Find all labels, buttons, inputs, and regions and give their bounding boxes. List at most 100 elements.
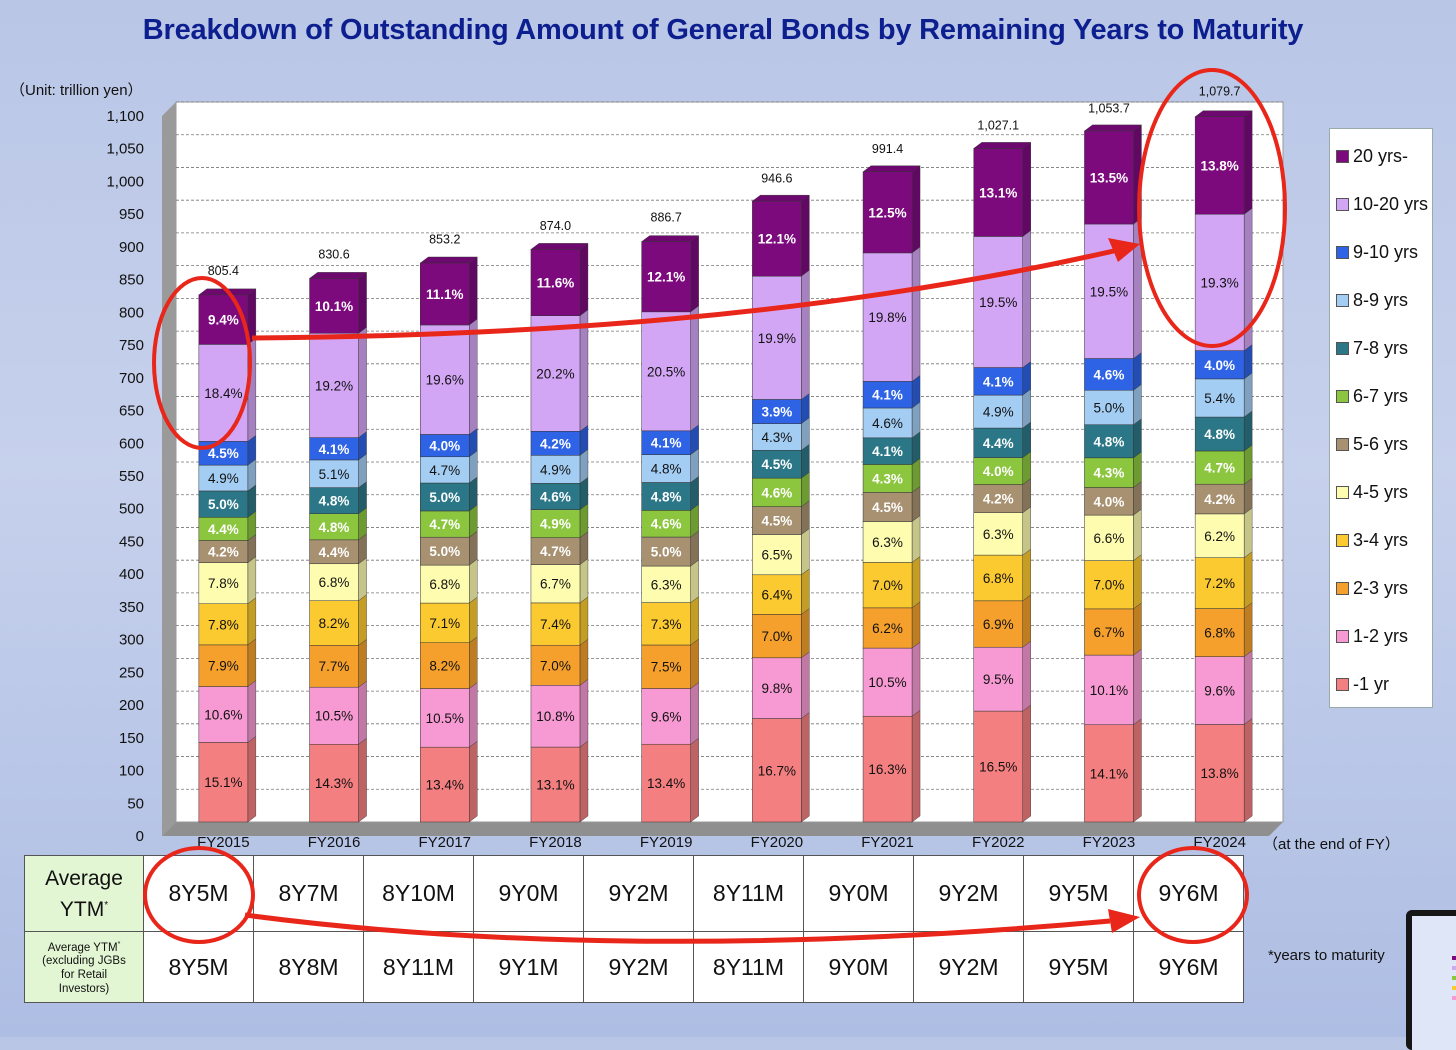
- bar-segment-side: [358, 638, 367, 688]
- data-label: 4.3%: [1094, 466, 1125, 481]
- data-label: 19.9%: [758, 331, 796, 346]
- bar-segment: [530, 509, 581, 538]
- bar-segment: [1194, 724, 1245, 823]
- arrowhead: [1108, 238, 1140, 262]
- data-label: 11.6%: [537, 276, 575, 291]
- arrowhead: [1108, 909, 1140, 933]
- data-label: 10.1%: [315, 299, 353, 314]
- bar-segment-side: [579, 740, 589, 823]
- bar-segment: [973, 600, 1023, 648]
- y-tick-label: 800: [119, 304, 144, 321]
- data-label: 9.6%: [651, 709, 682, 724]
- bar-segment-side: [911, 641, 921, 717]
- bar-segment: [1084, 390, 1134, 425]
- data-label: 8.2%: [319, 616, 350, 631]
- data-label: 5.0%: [429, 490, 460, 505]
- bar-segment-side: [358, 737, 367, 823]
- bar-segment-side: [690, 682, 699, 745]
- bar-segment: [530, 249, 581, 316]
- bar-segment-side: [911, 246, 921, 382]
- bar-top-face: [419, 256, 478, 264]
- bar-segment: [198, 294, 249, 345]
- bar-segment-side: [690, 638, 699, 689]
- legend-swatch: [1336, 485, 1349, 499]
- bar-segment: [973, 457, 1023, 485]
- bar-segment-side: [911, 165, 921, 254]
- data-label: 6.8%: [429, 577, 460, 592]
- data-label: 6.8%: [983, 571, 1014, 586]
- bar-segment: [1084, 514, 1134, 561]
- legend-item: 7-8 yrs: [1336, 337, 1408, 359]
- data-label: 9.6%: [1204, 684, 1235, 699]
- bar-segment: [1194, 450, 1245, 485]
- data-label: 5.0%: [429, 544, 460, 559]
- legend-swatch: [1336, 149, 1349, 163]
- data-label: 4.6%: [1094, 367, 1125, 382]
- bar-stack: 16.3% 10.5% 6.2% 7.0% 6.3% 4.5% 4.3% 4.1% 4.6% 4.…: [862, 142, 921, 823]
- bar-segment-side: [690, 596, 699, 646]
- data-label: 16.5%: [979, 760, 1017, 775]
- data-label: 12.1%: [647, 270, 685, 285]
- data-label: 10.5%: [426, 711, 464, 726]
- bar-segment-side: [247, 680, 257, 743]
- data-label: 7.5%: [651, 660, 682, 675]
- bar-segment: [309, 332, 359, 438]
- data-label: 6.3%: [651, 577, 682, 592]
- bar-segment: [309, 645, 359, 688]
- data-label: 6.7%: [540, 577, 571, 592]
- table-row-average-ytm: Average YTM* 8Y5M 8Y7M 8Y10M 9Y0M 9Y2M 8Y…: [24, 855, 1244, 932]
- y-tick-label: 250: [119, 664, 144, 681]
- bar-segment-side: [690, 235, 699, 313]
- bar-segment: [862, 464, 913, 493]
- footnote: *years to maturity: [1268, 947, 1385, 964]
- bar-segment: [1084, 457, 1134, 488]
- data-label: 4.0%: [983, 464, 1014, 479]
- legend-swatch: [1336, 293, 1349, 307]
- y-axis-unit-label: （Unit: trillion yen）: [10, 82, 143, 99]
- total-label: 830.6: [318, 247, 349, 261]
- bar-segment-side: [247, 597, 257, 646]
- y-tick-label: 1,100: [106, 108, 144, 125]
- data-label: 13.4%: [426, 778, 464, 793]
- bar-segment-side: [469, 596, 478, 644]
- bar-segment: [309, 563, 359, 601]
- ytm-cell: 9Y6M: [1133, 855, 1244, 932]
- bar-segment-side: [1133, 648, 1142, 726]
- data-label: 8.2%: [429, 659, 460, 674]
- bar-top-face: [973, 142, 1032, 149]
- x-tick-label: FY2022: [972, 834, 1025, 850]
- data-label: 4.2%: [983, 492, 1014, 507]
- bar-segment: [1084, 130, 1134, 225]
- data-label: 20.2%: [536, 366, 574, 381]
- x-tick-label: FY2018: [529, 834, 582, 850]
- bar-segment: [1194, 116, 1245, 215]
- bar-segment-side: [801, 712, 810, 823]
- data-label: 3.9%: [761, 405, 792, 420]
- bar-segment: [973, 148, 1023, 237]
- bar-segment-side: [1243, 410, 1253, 452]
- bar-segment: [420, 642, 470, 689]
- bar-segment: [973, 427, 1023, 458]
- asterisk: *: [104, 899, 109, 911]
- bar-segment-side: [801, 651, 810, 719]
- chart-title: Breakdown of Outstanding Amount of Gener…: [142, 14, 1304, 46]
- data-label: 4.5%: [208, 446, 239, 461]
- data-label: 4.8%: [319, 520, 350, 535]
- bar-segment-side: [1243, 372, 1253, 418]
- bar-segment-side: [1022, 704, 1031, 823]
- total-label: 991.4: [872, 142, 903, 156]
- bar-segment: [862, 647, 913, 717]
- data-label: 4.2%: [208, 545, 239, 560]
- bar-segment: [420, 746, 470, 823]
- data-label: 4.6%: [651, 517, 682, 532]
- legend-swatch: [1336, 629, 1349, 643]
- data-label: 7.3%: [651, 617, 682, 632]
- header-text: YTM: [59, 897, 105, 921]
- data-label: 13.5%: [1090, 170, 1128, 185]
- data-label: 4.1%: [872, 444, 903, 459]
- data-label: 4.6%: [540, 489, 571, 504]
- data-label: 14.1%: [1090, 766, 1128, 781]
- data-label: 10.6%: [204, 707, 242, 722]
- bars: 15.1% 10.6% 7.9% 7.8% 7.8% 4.2% 4.4% 5.0% 4.9% 4.…: [198, 84, 1253, 823]
- legend-item: 10-20 yrs: [1336, 193, 1428, 215]
